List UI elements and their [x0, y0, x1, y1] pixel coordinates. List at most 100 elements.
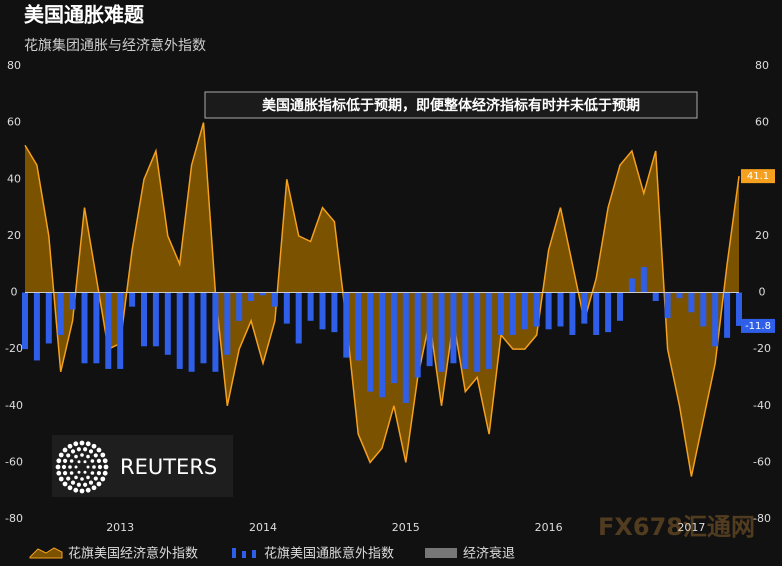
x-tick-label: 2016 [535, 521, 563, 534]
logo-dot [69, 471, 74, 475]
bar [402, 292, 409, 403]
logo-dot [79, 440, 85, 446]
bar [260, 292, 266, 296]
logo-dot [100, 452, 106, 458]
logo-dot [93, 476, 98, 481]
bar [700, 292, 707, 327]
bar [664, 292, 671, 318]
bar [105, 292, 112, 369]
bar [438, 292, 445, 372]
bar [628, 278, 635, 293]
logo-dot [86, 454, 90, 459]
logo-dot [88, 480, 94, 485]
bar [81, 292, 88, 364]
y-tick-label: -20 [753, 342, 771, 355]
y-tick-label: 20 [755, 229, 769, 242]
y-tick-label: -60 [753, 455, 771, 468]
end-label-box [741, 169, 775, 184]
logo-dot [73, 487, 79, 493]
logo-dot [77, 470, 81, 474]
logo-dot [86, 465, 90, 469]
bar [724, 292, 731, 338]
logo-dot [92, 465, 96, 469]
logo-dot [70, 480, 76, 485]
logo-dot [73, 441, 79, 447]
bar [212, 292, 219, 372]
bar [676, 292, 683, 299]
logo-dot [74, 465, 78, 469]
end-label: 41.1 [747, 171, 769, 182]
bar [498, 292, 504, 335]
annotation-box [204, 91, 698, 119]
logo-dot [102, 470, 108, 476]
logo-dot [79, 488, 85, 494]
bar [45, 292, 52, 344]
bar [509, 292, 516, 335]
bar [307, 292, 314, 321]
bar [236, 292, 243, 321]
bar [355, 292, 362, 361]
logo-dot [62, 458, 68, 463]
bar [617, 292, 623, 321]
bar [69, 292, 76, 310]
bar [486, 292, 493, 369]
logo-dot [74, 475, 78, 480]
logo-dot [77, 460, 81, 464]
logo-dot [56, 458, 62, 464]
bar [295, 292, 302, 344]
legend-label: 花旗美国通胀意外指数 [264, 546, 394, 562]
y-tick-label: -80 [5, 512, 23, 525]
bar [426, 292, 433, 367]
bar [319, 292, 326, 330]
logo-dot [96, 447, 102, 453]
logo-dot [102, 458, 108, 464]
bar [200, 292, 207, 364]
x-tick-label: 2013 [106, 521, 134, 534]
y-tick-label: -60 [5, 455, 23, 468]
bar [33, 292, 40, 361]
bar [605, 292, 612, 333]
logo-icon [55, 440, 109, 494]
legend-swatch [232, 548, 256, 558]
logo-dot [85, 441, 91, 447]
bar [248, 292, 255, 301]
bar [414, 292, 421, 378]
logo-dot [61, 464, 67, 470]
logo-dot [76, 482, 81, 487]
bar [450, 292, 457, 364]
end-label-box [741, 318, 775, 333]
logo-dot [83, 447, 88, 452]
bar [164, 292, 171, 355]
x-tick-label: 2017 [677, 521, 705, 534]
x-tick-label: 2014 [249, 521, 277, 534]
bar [545, 292, 552, 330]
logo-dot [76, 447, 81, 452]
y-tick-label: -40 [5, 399, 23, 412]
logo-dot [69, 459, 74, 463]
bar [533, 292, 540, 327]
logo-dot [70, 449, 76, 454]
bar [283, 292, 290, 324]
logo-dot [88, 449, 94, 454]
logo-dot [80, 453, 84, 457]
y-tick-label: 0 [759, 286, 766, 299]
logo-dot [93, 453, 98, 458]
bar [22, 292, 28, 350]
logo-dot [86, 475, 90, 480]
y-tick-label: 60 [7, 116, 21, 129]
bar [129, 292, 136, 307]
chart-title: 美国通胀难题 [24, 3, 145, 27]
logo-dot [66, 453, 71, 458]
bar [736, 292, 742, 326]
x-tick-label: 2015 [392, 521, 420, 534]
bar [593, 292, 600, 335]
bar [569, 292, 576, 335]
end-label: -11.8 [745, 321, 771, 332]
logo-dot [96, 458, 102, 463]
logo-dot [96, 471, 102, 476]
bar [57, 292, 64, 335]
y-tick-label: 40 [7, 172, 21, 185]
bar [176, 292, 183, 369]
